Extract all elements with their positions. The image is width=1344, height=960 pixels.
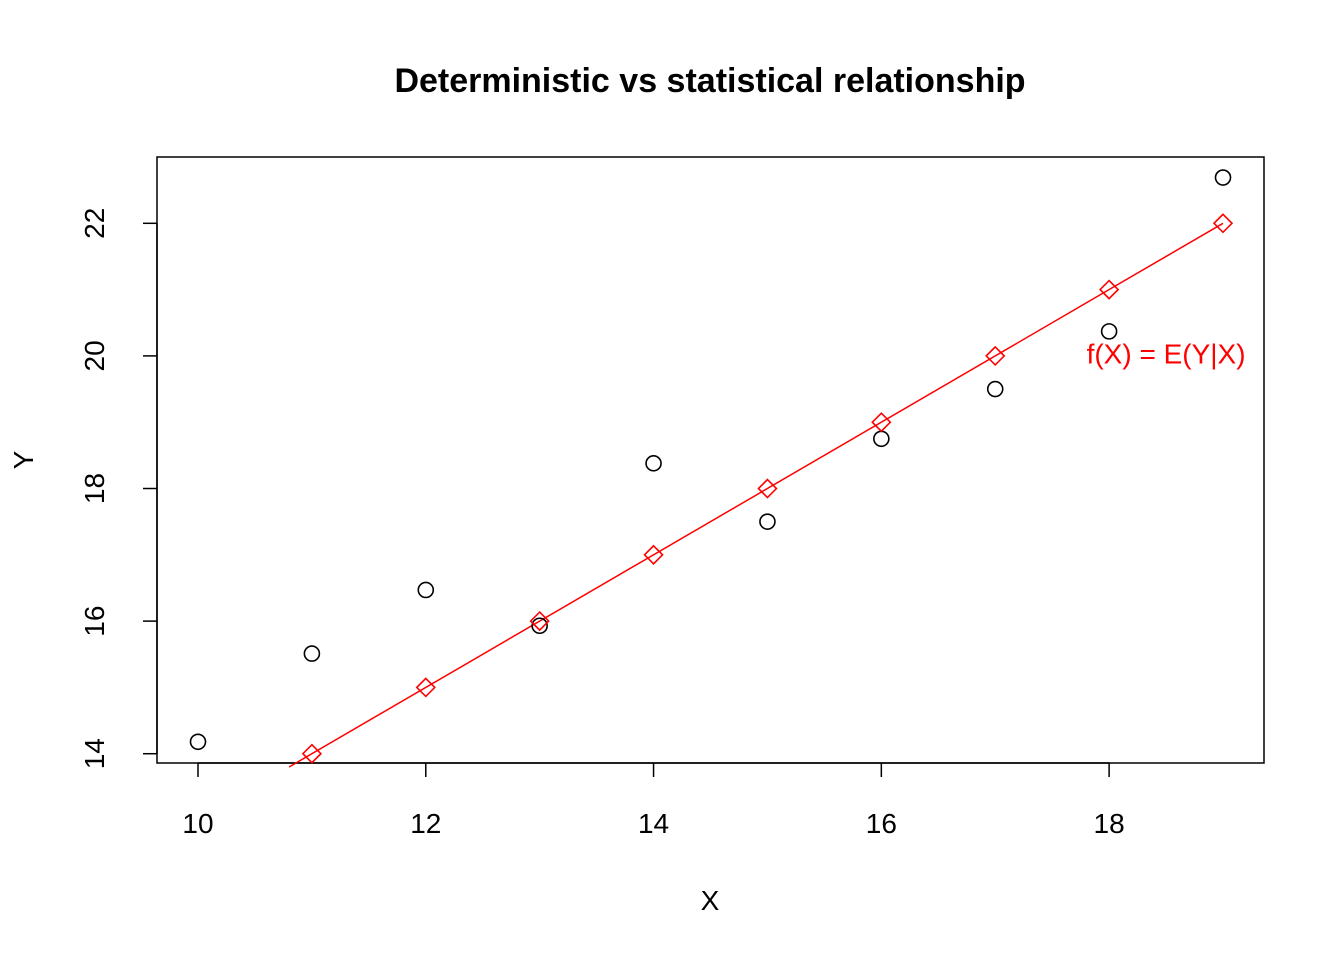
observed-point — [986, 380, 1004, 398]
fitted-point — [985, 345, 1006, 367]
observed-point — [417, 581, 435, 599]
regression-annotation: f(X) = E(Y|X) — [1087, 338, 1246, 369]
y-tick-label: 18 — [79, 473, 110, 504]
observed-point — [1100, 323, 1118, 340]
fitted-point — [1098, 279, 1120, 300]
x-tick-label: 10 — [182, 808, 213, 839]
y-axis: 14 16 18 20 22 — [79, 208, 158, 769]
observed-point — [645, 455, 662, 472]
observed-point — [873, 430, 890, 448]
fitted-point — [871, 412, 892, 433]
x-axis-label: X — [701, 885, 720, 916]
y-tick-label: 16 — [79, 606, 110, 637]
y-tick-label: 14 — [79, 738, 110, 769]
observed-point — [759, 513, 776, 530]
observed-point — [1214, 169, 1232, 186]
observed-points — [189, 169, 1232, 751]
x-axis: 10 12 14 16 18 — [182, 762, 1125, 839]
x-tick-label: 12 — [410, 808, 441, 839]
fitted-points — [301, 213, 1234, 764]
y-axis-label: Y — [8, 450, 39, 469]
fitted-point — [415, 677, 436, 698]
x-tick-label: 18 — [1094, 808, 1125, 839]
fitted-point — [529, 610, 550, 632]
observed-point — [189, 733, 207, 751]
x-tick-label: 16 — [866, 808, 897, 839]
plot-frame — [156, 156, 1265, 764]
observed-point — [531, 617, 548, 635]
fitted-point — [757, 478, 778, 499]
chart-title: Deterministic vs statistical relationshi… — [394, 62, 1025, 100]
fitted-point — [1212, 213, 1234, 234]
y-tick-label: 20 — [79, 340, 110, 371]
fitted-line-segment — [288, 222, 1224, 768]
fitted-point — [301, 743, 323, 764]
fitted-point — [643, 544, 664, 565]
fitted-line — [288, 222, 1224, 768]
x-tick-label: 14 — [638, 808, 669, 839]
observed-point — [303, 645, 321, 662]
y-tick-label: 22 — [79, 208, 110, 239]
